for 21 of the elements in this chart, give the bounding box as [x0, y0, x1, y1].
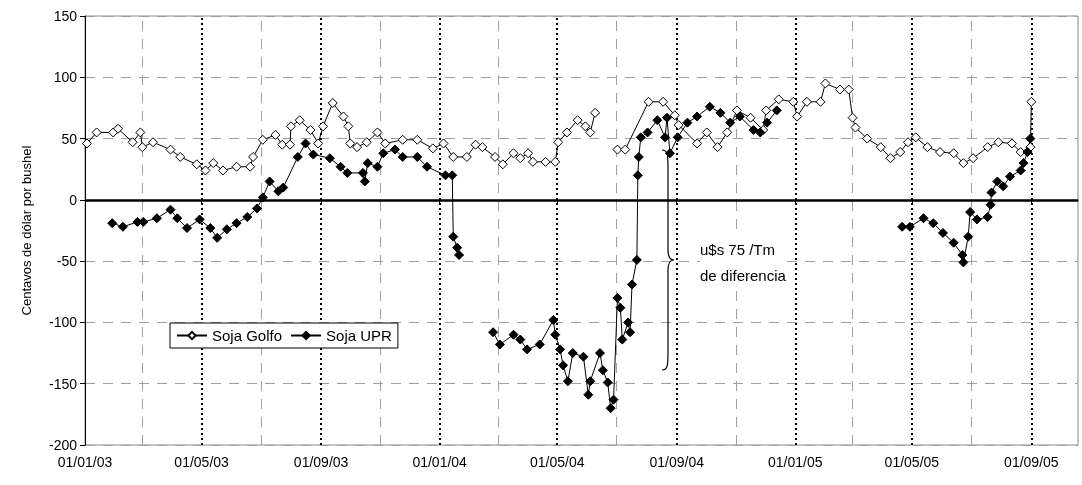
legend-label: Soja Golfo [212, 327, 283, 344]
x-tick-label: 01/01/03 [57, 454, 113, 470]
annotation: u$s 75 /Tm de diferencia [700, 240, 787, 284]
y-tick-label: 50 [61, 130, 78, 147]
y-tick-label: 0 [69, 191, 78, 208]
y-tick-label: -150 [48, 375, 78, 392]
x-tick-label: 01/09/03 [293, 454, 349, 470]
x-tick-label: 01/05/03 [174, 454, 230, 470]
x-tick-label: 01/01/05 [768, 454, 823, 470]
y-axis-title: Centavos de dólar por bushel [19, 145, 34, 316]
y-tick-label: -100 [48, 314, 78, 331]
y-tick-label: 100 [53, 69, 78, 86]
y-tick-label: -200 [48, 437, 78, 453]
x-tick-label: 01/05/04 [529, 454, 585, 470]
x-tick-label: 01/09/04 [649, 454, 705, 470]
x-tick-label: 01/05/05 [884, 454, 940, 470]
legend-label: Soja UPR [326, 327, 393, 344]
y-tick-label: -50 [56, 253, 78, 270]
x-tick-label: 01/09/05 [1004, 454, 1059, 470]
x-tick-label: 01/01/04 [412, 454, 468, 470]
y-tick-label: 150 [53, 8, 78, 24]
